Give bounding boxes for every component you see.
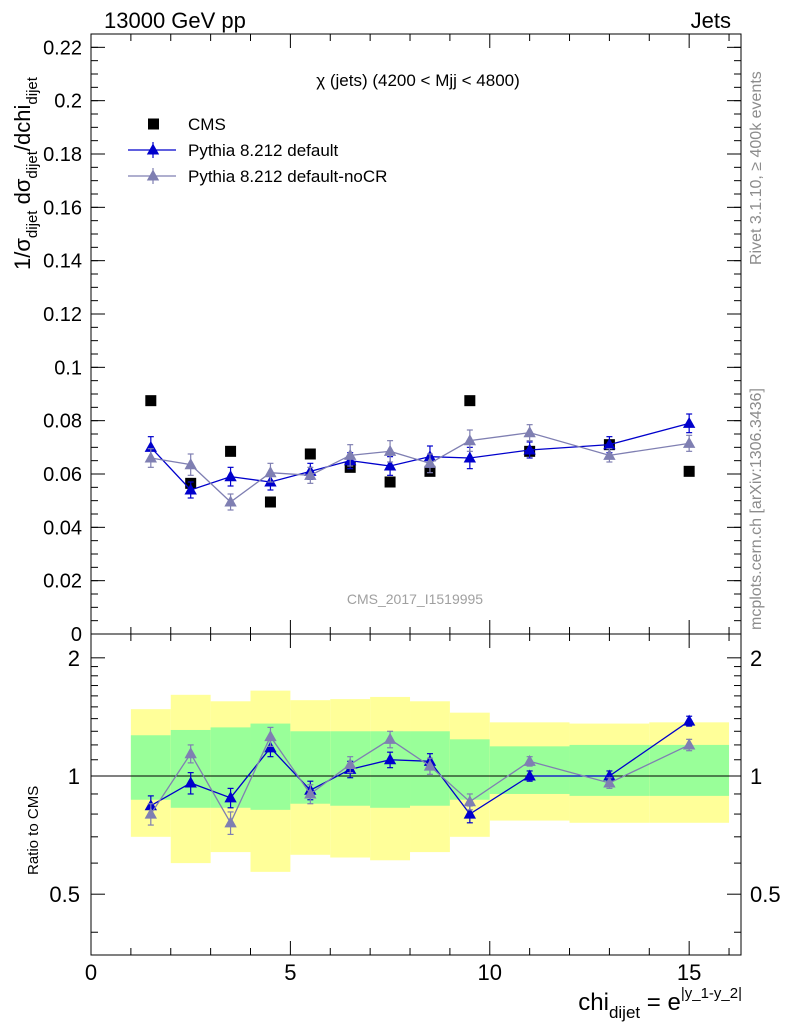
x-tick-label: 15: [677, 960, 701, 985]
ratio-point: [682, 738, 696, 750]
ratio-line-0: [150, 720, 690, 815]
y-tick-label: 0.14: [43, 251, 82, 273]
ratio-point: [264, 730, 277, 742]
ratio-point: [383, 753, 397, 765]
y-tick-label: 0.12: [43, 304, 82, 326]
ratio-point: [603, 769, 616, 781]
rivet-version-label: Rivet 3.1.10, ≥ 400k events: [748, 71, 765, 265]
axis-tick-labels: 0 0.02 0.04 0.06 0.08 0.1 0.12 0.14 0.16 0.18 0.2 0…: [43, 37, 781, 985]
mc-point: [603, 448, 616, 460]
legend-marker-triangle: [146, 143, 160, 155]
y-tick-label: 0.2: [54, 91, 82, 113]
y-axis-label: 1/σdijet dσdijet/dchidijet: [10, 76, 41, 270]
y-tick-label: 0.02: [43, 571, 82, 593]
legend-entry-label: Pythia 8.212 default-noCR: [188, 167, 387, 186]
cms-data-point: [225, 445, 237, 457]
mc-point: [383, 444, 397, 456]
ratio-inner-band: [449, 739, 490, 800]
legend-marker-cms: [148, 118, 159, 130]
ratio-point: [523, 769, 536, 781]
mc-point: [383, 459, 397, 471]
ratio-y-tick-label: 1: [68, 764, 80, 789]
legend-entry-label: CMS: [188, 115, 226, 134]
cms-data-point: [304, 448, 316, 460]
ratio-point: [603, 776, 616, 788]
mc-point: [344, 448, 357, 460]
mc-line-0: [150, 422, 690, 491]
x-axis-label: chidijet = e|y_1-y_2|: [578, 985, 742, 1022]
header-left-label: 13000 GeV pp: [104, 8, 246, 33]
header-right-label: Jets: [691, 8, 731, 33]
mc-point: [463, 434, 477, 446]
cms-data-point: [384, 476, 396, 488]
y-tick-label: 0.16: [43, 197, 82, 219]
mc-point: [603, 438, 616, 450]
ratio-point: [224, 816, 237, 828]
ratio-y-tick-label: 2: [68, 646, 80, 671]
ratio-point: [184, 776, 197, 788]
x-tick-label: 10: [478, 960, 502, 985]
ratio-plot-frame: [90, 633, 742, 956]
legend: CMS Pythia 8.212 default Pythia 8.212 defa…: [128, 115, 387, 186]
ratio-point: [423, 759, 437, 771]
ratio-y-tick-label: 0.5: [49, 882, 80, 907]
ratio-point: [383, 732, 397, 744]
cms-data-point: [145, 395, 157, 407]
ratio-point: [224, 791, 237, 803]
cms-data-point: [683, 465, 695, 477]
legend-marker-triangle: [146, 169, 160, 181]
ratio-uncertainty-bands: [130, 690, 730, 872]
ratio-y-tick-label-right: 2: [750, 646, 762, 671]
mc-point: [463, 451, 477, 463]
ratio-point: [144, 807, 157, 819]
ratio-point: [682, 714, 696, 726]
ratio-inner-band: [130, 735, 171, 800]
watermark: CMS_2017_I1519995: [347, 591, 483, 607]
mc-point: [304, 468, 317, 480]
mc-point: [144, 440, 157, 452]
y-tick-label: 0.08: [43, 411, 82, 433]
ratio-point: [304, 787, 317, 799]
x-tick-label: 5: [284, 960, 296, 985]
cms-data-point: [464, 395, 476, 407]
mc-point: [184, 458, 197, 470]
y-tick-label: 0: [71, 624, 82, 646]
axis-ticks: [90, 33, 741, 955]
mcplots-reference-label: mcplots.cern.ch [arXiv:1306.3436]: [748, 388, 765, 630]
mc-point: [523, 443, 536, 455]
axes-frames: [90, 33, 742, 956]
ratio-point: [463, 807, 477, 819]
ratio-inner-band: [170, 729, 211, 808]
x-tick-label: 0: [85, 960, 97, 985]
mc-point: [423, 456, 437, 468]
legend-entry-label: Pythia 8.212 default: [188, 141, 339, 160]
mc-line-1: [150, 432, 690, 503]
mc-point: [264, 466, 277, 478]
y-tick-label: 0.04: [43, 517, 82, 539]
ratio-point: [344, 757, 357, 770]
y-tick-label: 0.06: [43, 464, 82, 486]
mc-point: [682, 416, 696, 428]
y-tick-label: 0.18: [43, 144, 82, 166]
ratio-y-axis-label: Ratio to CMS: [25, 786, 42, 875]
mc-point: [144, 451, 157, 463]
mc-point: [682, 436, 696, 448]
y-tick-label: 0.1: [54, 357, 82, 379]
ratio-point: [184, 747, 197, 759]
data-series: [144, 395, 696, 836]
ratio-point: [463, 795, 477, 807]
cms-data-point: [264, 496, 276, 508]
chart-title: χ (jets) (4200 < Mjj < 4800): [316, 71, 520, 90]
mc-point: [224, 495, 237, 507]
ratio-inner-band: [649, 744, 730, 796]
mc-point: [523, 426, 536, 438]
ratio-y-tick-label-right: 1: [750, 764, 762, 789]
mc-point: [224, 470, 237, 482]
ratio-point: [523, 754, 536, 766]
ratio-line-1: [150, 735, 690, 825]
mc-point: [184, 483, 197, 495]
ratio-y-tick-label-right: 0.5: [750, 882, 781, 907]
y-tick-label: 0.22: [43, 37, 82, 59]
